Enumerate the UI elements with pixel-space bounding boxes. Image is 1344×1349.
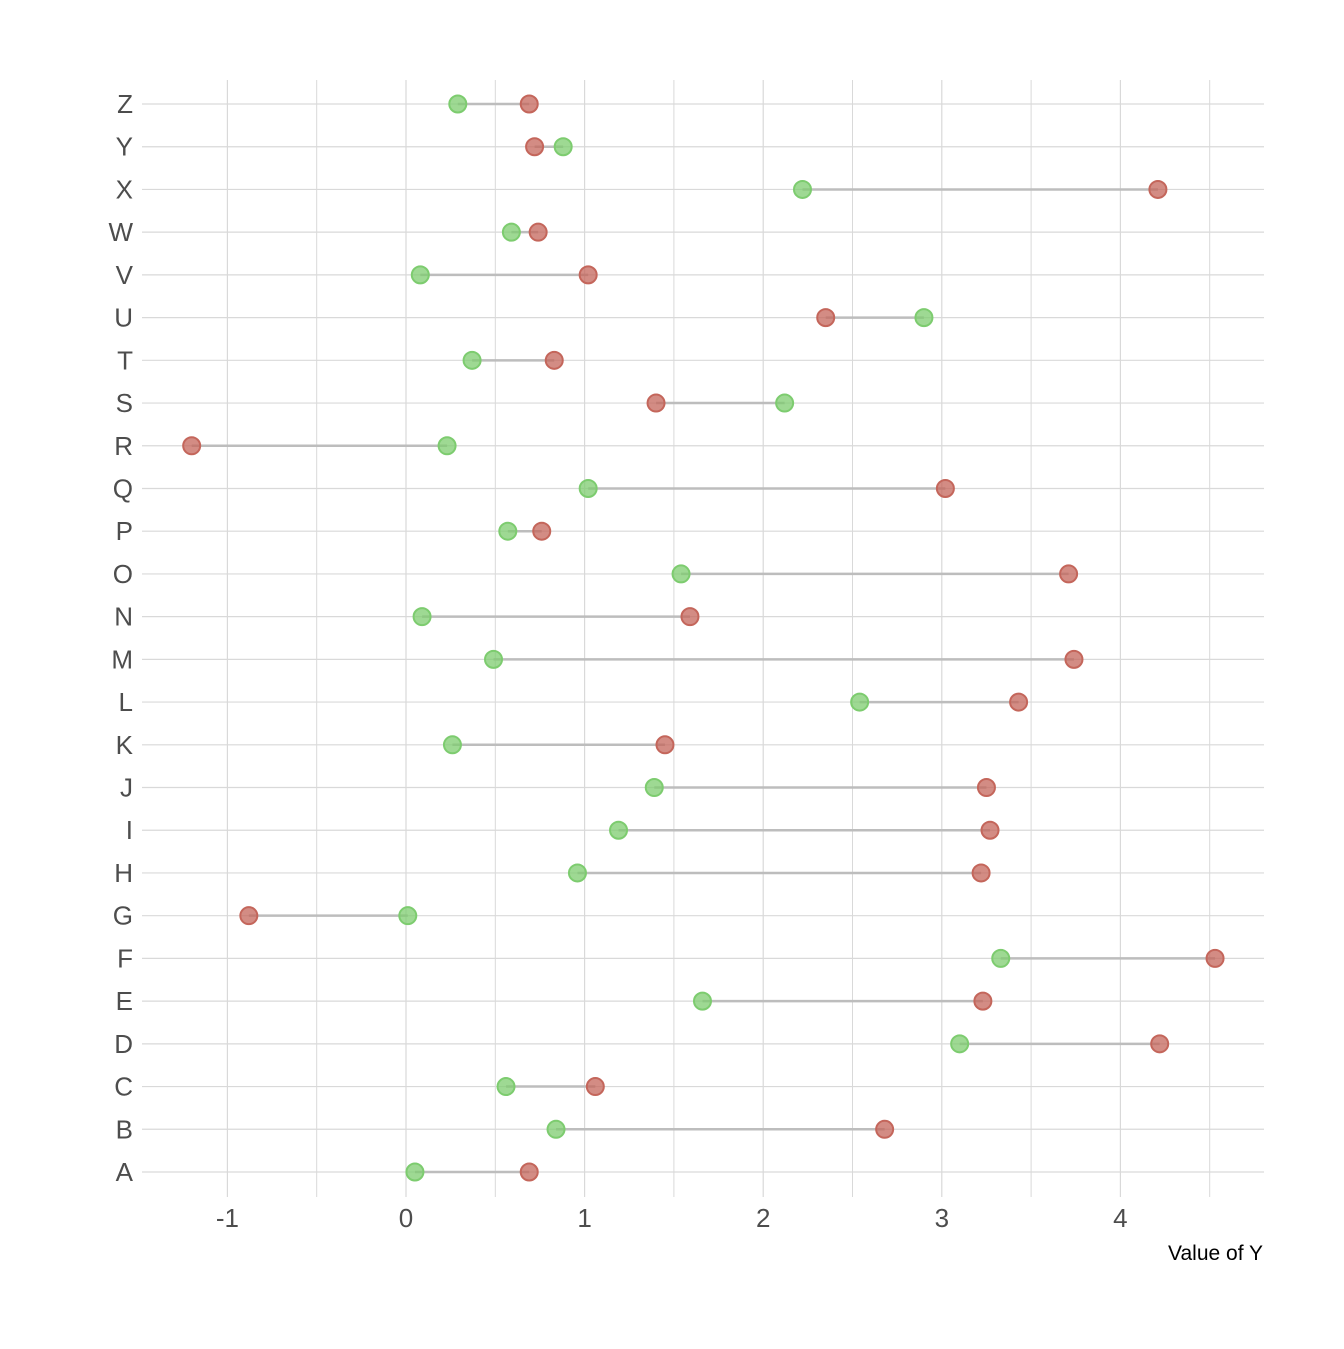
point-series2-s	[646, 393, 666, 413]
x-tick-label: -1	[216, 1203, 239, 1233]
y-tick-label-m: M	[111, 644, 133, 674]
y-tick-label-h: H	[114, 858, 133, 888]
point-series1-m	[484, 649, 504, 669]
point-series2-m	[1064, 649, 1084, 669]
point-series2-g	[239, 906, 259, 926]
point-series1-h	[567, 863, 587, 883]
point-series1-k	[442, 735, 462, 755]
point-series1-l	[850, 692, 870, 712]
y-tick-label-z: Z	[117, 89, 133, 119]
point-series1-i	[609, 820, 629, 840]
point-series1-s	[775, 393, 795, 413]
y-tick-label-d: D	[114, 1029, 133, 1059]
x-tick-label: 1	[577, 1203, 591, 1233]
y-tick-label-o: O	[113, 559, 133, 589]
y-tick-label-k: K	[116, 730, 134, 760]
x-tick-label: 2	[756, 1203, 770, 1233]
point-series1-a	[405, 1162, 425, 1182]
y-tick-label-w: W	[108, 217, 133, 247]
point-series2-k	[655, 735, 675, 755]
point-series1-w	[501, 222, 521, 242]
y-tick-label-l: L	[119, 687, 133, 717]
point-series2-r	[182, 436, 202, 456]
y-tick-label-i: I	[126, 815, 133, 845]
y-tick-label-g: G	[113, 901, 133, 931]
point-series2-y	[525, 137, 545, 157]
point-series2-l	[1009, 692, 1029, 712]
point-series2-j	[976, 778, 996, 798]
x-tick-label: 4	[1113, 1203, 1127, 1233]
y-tick-label-t: T	[117, 345, 133, 375]
point-layer	[182, 94, 1225, 1182]
y-tick-label-b: B	[116, 1114, 133, 1144]
y-tick-label-q: Q	[113, 473, 133, 503]
point-series1-n	[412, 607, 432, 627]
point-series2-h	[971, 863, 991, 883]
point-series1-g	[398, 906, 418, 926]
y-tick-label-c: C	[114, 1072, 133, 1102]
x-tick-label: 0	[399, 1203, 413, 1233]
x-tick-labels: -1 0 1 2 3 4	[216, 1203, 1128, 1233]
point-series1-z	[448, 94, 468, 114]
point-series1-y	[553, 137, 573, 157]
point-series2-x	[1148, 179, 1168, 199]
point-series1-v	[410, 265, 430, 285]
point-series1-d	[950, 1034, 970, 1054]
y-tick-label-e: E	[116, 986, 133, 1016]
y-tick-label-r: R	[114, 431, 133, 461]
point-series2-a	[519, 1162, 539, 1182]
point-series2-u	[816, 308, 836, 328]
point-series1-j	[644, 778, 664, 798]
grid-layer	[142, 80, 1264, 1197]
y-tick-label-p: P	[116, 516, 133, 546]
point-series1-r	[437, 436, 457, 456]
point-series1-o	[671, 564, 691, 584]
point-series2-b	[875, 1119, 895, 1139]
point-series1-b	[546, 1119, 566, 1139]
y-tick-label-y: Y	[116, 132, 133, 162]
point-series1-f	[991, 948, 1011, 968]
point-series2-e	[973, 991, 993, 1011]
point-series2-c	[585, 1077, 605, 1097]
point-series2-w	[528, 222, 548, 242]
point-series1-x	[792, 179, 812, 199]
y-tick-label-f: F	[117, 943, 133, 973]
y-tick-label-u: U	[114, 303, 133, 333]
y-tick-label-x: X	[116, 174, 133, 204]
point-series1-c	[496, 1077, 516, 1097]
point-series2-t	[544, 350, 564, 370]
x-tick-label: 3	[935, 1203, 949, 1233]
point-series1-u	[914, 308, 934, 328]
point-series1-p	[498, 521, 518, 541]
point-series2-q	[935, 478, 955, 498]
point-series2-i	[980, 820, 1000, 840]
point-series1-t	[462, 350, 482, 370]
point-series2-z	[519, 94, 539, 114]
point-series2-f	[1205, 948, 1225, 968]
point-series2-n	[680, 607, 700, 627]
point-series1-q	[578, 478, 598, 498]
y-tick-label-v: V	[116, 260, 134, 290]
x-axis-title: Value of Y	[1168, 1242, 1263, 1265]
segment-layer	[191, 102, 1216, 1174]
y-tick-label-j: J	[120, 773, 133, 803]
point-series2-v	[578, 265, 598, 285]
point-series1-e	[692, 991, 712, 1011]
y-tick-label-n: N	[114, 602, 133, 632]
point-series2-d	[1150, 1034, 1170, 1054]
y-tick-label-a: A	[116, 1157, 134, 1187]
point-series2-o	[1059, 564, 1079, 584]
y-tick-label-s: S	[116, 388, 133, 418]
point-series2-p	[532, 521, 552, 541]
